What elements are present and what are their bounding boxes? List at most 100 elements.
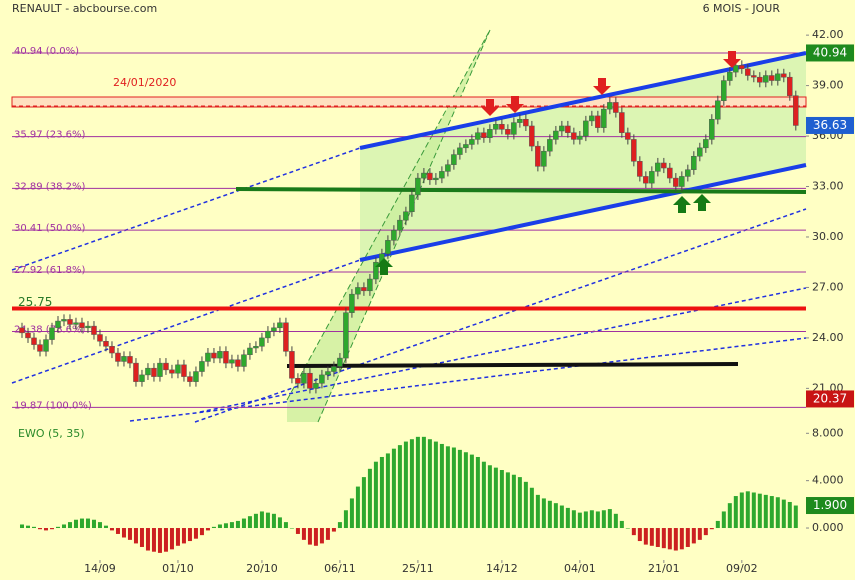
ewo-bar <box>247 516 252 529</box>
ewo-bar <box>703 528 708 536</box>
parallel-line <box>199 287 807 413</box>
ewo-bar <box>397 445 402 529</box>
ewo-bar <box>631 528 636 536</box>
channel-extension <box>11 259 361 384</box>
candle-body <box>739 65 745 70</box>
ewo-bar <box>787 501 792 529</box>
candle-body <box>391 230 397 241</box>
candle-body <box>85 325 91 329</box>
candle-body <box>367 278 373 292</box>
candle-body <box>457 147 463 155</box>
ewo-bar <box>61 524 66 529</box>
candle-body <box>583 120 589 137</box>
candle-body <box>259 337 265 347</box>
ewo-bar <box>433 441 438 529</box>
candle-body <box>331 366 337 372</box>
candle-body <box>121 356 127 362</box>
candle-body <box>445 164 451 172</box>
ewo-bar <box>259 511 264 529</box>
ewo-bar <box>151 528 156 552</box>
candle-body <box>643 176 649 184</box>
ewo-bar <box>115 528 120 534</box>
candle-body <box>469 139 475 145</box>
ewo-bar <box>337 522 342 529</box>
ewo-bar <box>319 528 324 544</box>
candle-body <box>631 139 637 162</box>
fib-label: 40.94 (0.0%) <box>14 46 79 57</box>
ewo-bar <box>79 518 84 529</box>
candle-body <box>625 132 631 140</box>
candle-body <box>181 364 187 377</box>
candle-body <box>751 75 757 78</box>
ewo-bar <box>217 524 222 529</box>
ewo-bar <box>97 522 102 529</box>
candle-body <box>709 118 715 140</box>
fib-label: 30.41 (50.0%) <box>14 223 85 234</box>
candle-body <box>595 115 601 128</box>
y-tick-label: 30.00 <box>812 230 844 243</box>
candle-body <box>157 362 163 377</box>
ewo-bar <box>721 511 726 529</box>
candle-body <box>613 102 619 113</box>
trend-line <box>286 29 491 401</box>
ewo-bar <box>601 510 606 529</box>
candle-body <box>175 364 181 374</box>
ewo-bar <box>595 511 600 529</box>
support-line <box>235 187 807 194</box>
candle-body <box>691 155 697 170</box>
candle-body <box>55 320 61 329</box>
chart-title: RENAULT - abcbourse.com <box>12 2 157 15</box>
y-tick-label: 24.00 <box>812 331 844 344</box>
candle-body <box>43 339 49 352</box>
candle-body <box>649 171 655 184</box>
ewo-bar <box>739 492 744 529</box>
y-tick-label: 42.00 <box>812 28 844 41</box>
candle-body <box>715 100 721 120</box>
candle-body <box>763 75 769 83</box>
ewo-bar <box>295 528 300 534</box>
price-tag <box>806 390 854 408</box>
candle-body <box>61 319 67 322</box>
ewo-bar <box>55 526 60 529</box>
ewo-bar <box>535 494 540 529</box>
ewo-bar <box>301 528 306 540</box>
ewo-bar <box>691 528 696 544</box>
ewo-bar <box>415 436 420 529</box>
candle-body <box>25 332 31 339</box>
indicator-name: EWO (5, 35) <box>18 427 85 440</box>
support-line <box>286 362 739 368</box>
x-tick-label: 09/02 <box>726 562 758 575</box>
ewo-bar <box>505 472 510 529</box>
candle-body <box>787 76 793 96</box>
candle-body <box>49 327 55 340</box>
ewo-bar <box>793 505 798 529</box>
ewo-bar <box>127 528 132 540</box>
candle-body <box>241 354 247 367</box>
ewo-bar <box>733 496 738 529</box>
candle-body <box>295 378 301 384</box>
ewo-bar <box>547 500 552 529</box>
ewo-bar <box>361 477 366 529</box>
ewo-bar <box>31 526 36 529</box>
ewo-bar <box>169 528 174 550</box>
trend-line <box>317 29 491 423</box>
ewo-bar <box>271 513 276 529</box>
ewo-bar <box>403 441 408 529</box>
ewo-bar <box>559 505 564 529</box>
fib-label: 35.97 (23.6%) <box>14 130 85 141</box>
ewo-bar <box>517 477 522 529</box>
candle-body <box>619 112 625 133</box>
ewo-bar <box>145 528 150 551</box>
candle-body <box>793 95 799 126</box>
candle-body <box>103 341 109 347</box>
candle-body <box>67 319 73 325</box>
ewo-bar <box>439 443 444 529</box>
candle-body <box>19 327 25 334</box>
candle-body <box>775 73 781 81</box>
price-tag-label: 40.94 <box>813 45 847 59</box>
candle-body <box>607 102 613 110</box>
candle-body <box>403 211 409 221</box>
candle-body <box>493 124 499 130</box>
ewo-bar <box>43 528 48 531</box>
